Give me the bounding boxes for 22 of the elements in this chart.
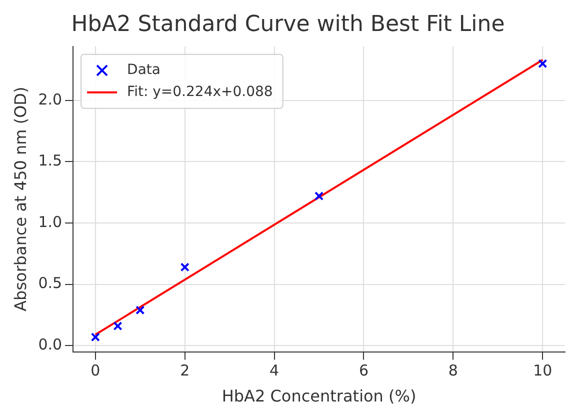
point	[90, 332, 100, 342]
x-tick-label: 8	[448, 362, 458, 380]
point	[538, 59, 548, 68]
y-tick-label: 0.5	[38, 274, 62, 292]
point	[136, 306, 145, 315]
x-tick-label: 6	[358, 362, 369, 380]
x-tick-label: 10	[533, 362, 552, 380]
y-tick-label: 0.0	[38, 336, 62, 354]
y-tick-label: 1.0	[38, 212, 62, 231]
point	[113, 322, 122, 331]
point	[314, 192, 324, 201]
y-axis-title: Absorbance at 450 nm (OD)	[10, 86, 30, 312]
y-tick-label: 2.0	[38, 90, 62, 108]
chart-title: HbA2 Standard Curve with Best Fit Line	[71, 12, 505, 37]
x-axis-title: HbA2 Concentration (%)	[222, 386, 416, 406]
x-tick-label: 0	[90, 362, 100, 380]
legend-label: Fit: y=0.224x+0.088	[127, 84, 273, 100]
x-tick-label: 4	[270, 362, 280, 380]
point	[180, 262, 190, 272]
x-tick-label: 2	[180, 362, 190, 380]
legend-label: Data	[127, 62, 160, 78]
y-tick-label: 1.5	[38, 152, 62, 170]
